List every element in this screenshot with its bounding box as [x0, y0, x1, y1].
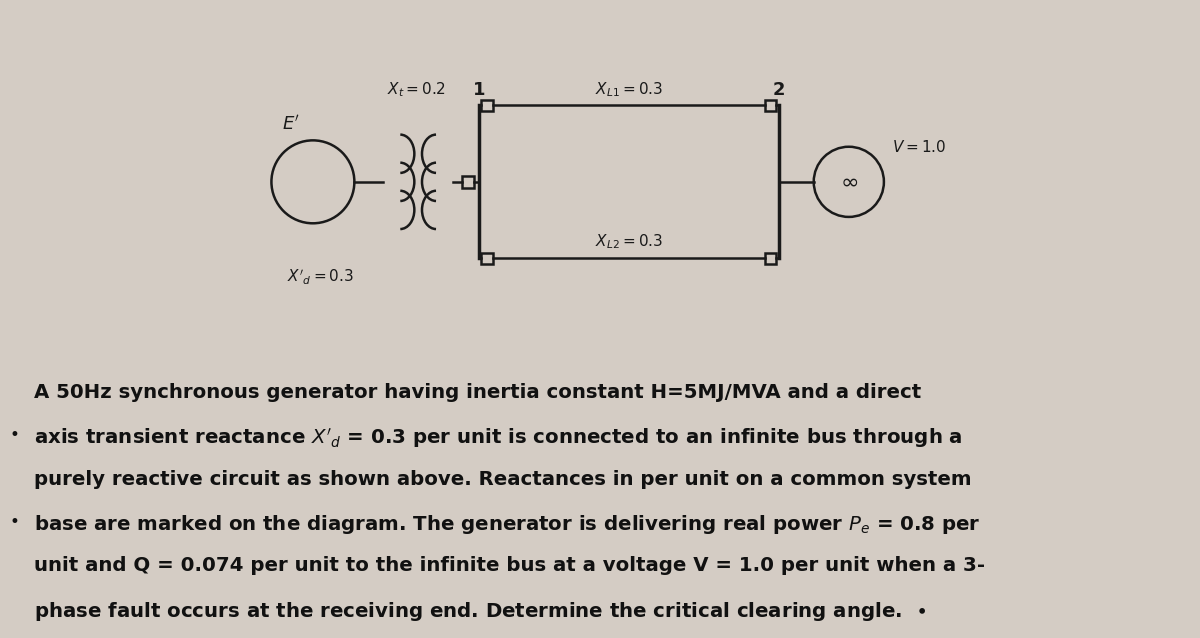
Text: $X_t = 0.2$: $X_t = 0.2$	[388, 80, 445, 99]
Text: $X_{L1} = 0.3$: $X_{L1} = 0.3$	[595, 80, 662, 99]
Bar	[481, 100, 493, 111]
Bar	[764, 100, 776, 111]
Text: axis transient reactance $X'_d$ = 0.3 per unit is connected to an infinite bus t: axis transient reactance $X'_d$ = 0.3 pe…	[34, 426, 962, 450]
Text: A 50Hz synchronous generator having inertia constant H=5MJ/MVA and a direct: A 50Hz synchronous generator having iner…	[34, 383, 920, 402]
Text: $E'$: $E'$	[282, 115, 300, 134]
Text: 1: 1	[473, 81, 485, 99]
Bar	[462, 176, 474, 188]
Text: purely reactive circuit as shown above. Reactances in per unit on a common syste: purely reactive circuit as shown above. …	[34, 470, 971, 489]
Text: $\infty$: $\infty$	[840, 172, 858, 192]
Text: phase fault occurs at the receiving end. Determine the critical clearing angle. : phase fault occurs at the receiving end.…	[34, 600, 926, 623]
Text: 2: 2	[773, 81, 785, 99]
Text: •: •	[10, 426, 19, 444]
Text: base are marked on the diagram. The generator is delivering real power $P_e$ = 0: base are marked on the diagram. The gene…	[34, 513, 980, 536]
Text: •: •	[10, 513, 19, 531]
Text: $X_{L2} = 0.3$: $X_{L2} = 0.3$	[595, 232, 662, 251]
Text: $V = 1.0$: $V = 1.0$	[892, 138, 946, 155]
Text: $X'_d = 0.3$: $X'_d = 0.3$	[287, 268, 354, 287]
Bar	[764, 253, 776, 264]
Bar	[481, 253, 493, 264]
Text: unit and Q = 0.074 per unit to the infinite bus at a voltage V = 1.0 per unit wh: unit and Q = 0.074 per unit to the infin…	[34, 556, 985, 575]
